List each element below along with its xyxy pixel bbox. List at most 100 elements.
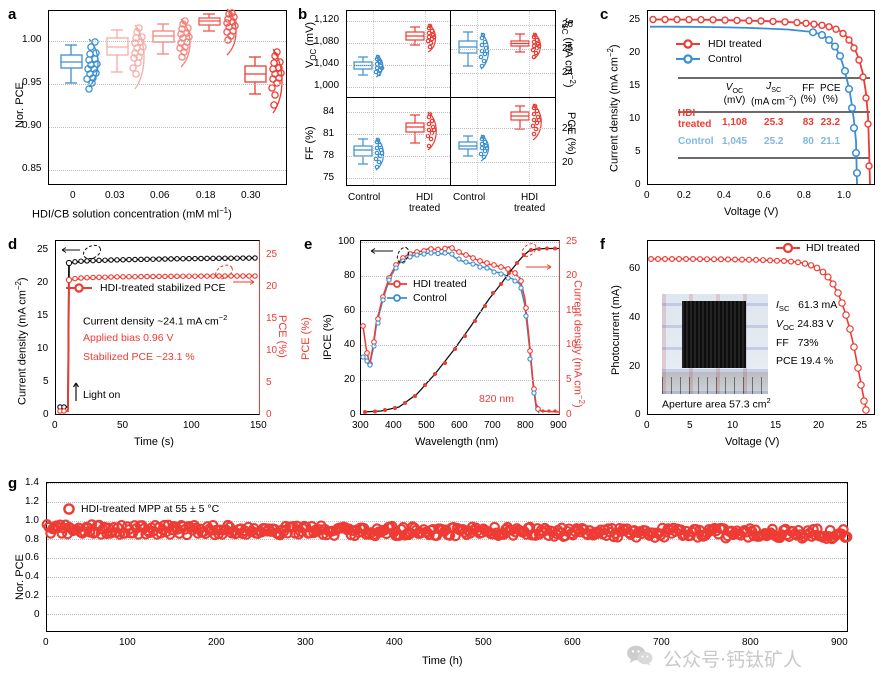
panel-e-label: e [304, 236, 313, 253]
panel-g-xtick-400: 400 [386, 637, 403, 648]
panel-d-ytick-right-25: 25 [266, 249, 278, 260]
right-arrow-icon [526, 264, 552, 270]
module-photo-inset [662, 294, 768, 394]
panel-g-xtick-300: 300 [297, 637, 314, 648]
panel-e-ytick-right-5: 5 [566, 374, 572, 385]
panel-e-annotation-820nm: 820 nm [479, 393, 515, 405]
panel-f-ytick-20: 20 [629, 361, 641, 372]
panel-g: g Nor. PCE HDI-treated MPP at 55 ± 5 °C … [0, 460, 886, 691]
panel-c-legend-hdi: HDI treated [708, 38, 762, 50]
panel-a: a Nor. PCE [0, 0, 296, 230]
panel-b-label: b [298, 6, 308, 23]
panel-d-plot-frame: HDI-treated stabilized PCE Current densi… [55, 240, 260, 415]
panel-b-ff-tick-78: 78 [323, 150, 335, 161]
panel-a-ytick-0.95: 0.95 [22, 77, 42, 88]
panel-f-xtick-15: 15 [770, 420, 782, 431]
panel-g-ytick-02: 0.2 [25, 590, 39, 601]
panel-a-xtick-006: 0.06 [150, 190, 170, 201]
panel-b-ff-tick-81: 81 [323, 128, 335, 139]
panel-c-xtick-10: 1.0 [837, 190, 851, 201]
panel-c-xtick-0: 0 [644, 190, 650, 201]
panel-c-xtick-08: 0.8 [797, 190, 811, 201]
panel-b-pce-tick-22: 22 [562, 123, 574, 134]
panel-d-xtick-100: 100 [183, 420, 200, 431]
panel-f-ytick-60: 60 [629, 263, 641, 274]
panel-b-pce-data [458, 103, 542, 162]
panel-d-xtick-150: 150 [250, 420, 267, 431]
panel-f-xtick-10: 10 [727, 420, 739, 431]
panel-d-light-on-label: Light on [83, 389, 121, 401]
panel-a-xtick-030: 0.30 [241, 190, 261, 201]
panel-g-xtick-600: 600 [564, 637, 581, 648]
panel-d-ytick-right-15: 15 [266, 313, 278, 324]
panel-f-data [647, 242, 870, 414]
panel-b-voc-data [353, 23, 437, 78]
panel-g-ytick-10: 1.0 [25, 515, 39, 526]
panel-e-legend-hdi: HDI treated [413, 278, 467, 290]
panel-b-jsc-tick-24: 24 [562, 67, 574, 78]
panel-f: f Photocurrent (mA) [592, 230, 886, 460]
panel-d-ytick-left-25: 25 [37, 244, 49, 255]
panel-d-ytick-right-20: 20 [266, 281, 278, 292]
panel-b-xtick-hdi-2: HDI treated [514, 192, 546, 214]
table-header-row: VOC (mV) JSC (mA cm−2) FF (%) PCE (%) [723, 81, 841, 108]
panel-b-voc-tick-1040: 1,040 [314, 58, 340, 69]
table-row: HDI treated 1,108 25.3 83 23.2 [676, 108, 843, 130]
panel-e-ytick-right-0: 0 [566, 409, 572, 420]
panel-b-subplot-ff [346, 98, 451, 186]
panel-g-xtick-800: 800 [742, 637, 759, 648]
panel-d-ytick-right-10: 10 [266, 345, 278, 356]
panel-e-xlabel: Wavelength (nm) [415, 436, 499, 448]
panel-e-ytick-left-60: 60 [344, 305, 356, 316]
panel-d-data [57, 244, 258, 414]
panel-b-ff-data [353, 111, 437, 171]
panel-e-ylabel-far-left: PCE (%) [300, 317, 312, 360]
panel-b-voc-tick-1080: 1,080 [314, 36, 340, 47]
panel-f-inset-stat-isc: ISC 61.3 mA [776, 299, 838, 314]
panel-f-xtick-5: 5 [687, 420, 693, 431]
panel-c-ytick-25: 25 [629, 14, 641, 25]
panel-c-xtick-04: 0.4 [717, 190, 731, 201]
panel-c-ylabel: Current density (mA cm−2) [606, 44, 621, 172]
cell-jsc: 25.3 [764, 116, 784, 128]
panel-c-xtick-02: 0.2 [677, 190, 691, 201]
panel-f-plot-frame: HDI treated ISC 61.3 mA VOC 24.83 V FF 7… [647, 240, 875, 415]
panel-e-ytick-right-25: 25 [566, 236, 578, 247]
panel-g-ytick-08: 0.8 [25, 534, 39, 545]
panel-b-ff-ylabel: FF (%) [304, 126, 316, 160]
panel-c-label: c [600, 6, 609, 23]
panel-c-legend-control: Control [708, 53, 742, 65]
table-row: Control 1,045 25.2 80 21.1 [676, 130, 843, 147]
panel-d-annotation-current: Current density ~24.1 mA cm−2 [83, 313, 228, 328]
panel-b-xtick-control-1: Control [348, 192, 381, 203]
wechat-icon [627, 645, 653, 666]
panel-d-xtick-50: 50 [117, 420, 129, 431]
watermark-text: 公众号·钙钛矿人 [663, 649, 803, 671]
panel-b-xtick-hdi-1: HDI treated [409, 192, 441, 214]
panel-e-ytick-left-20: 20 [344, 374, 356, 385]
panel-b-pce-tick-20: 20 [562, 157, 574, 168]
panel-a-label: a [8, 6, 17, 23]
panel-f-legend-label: HDI treated [806, 242, 860, 254]
panel-f-ytick-40: 40 [629, 312, 641, 323]
panel-e-xtick-900: 900 [550, 420, 567, 431]
panel-d-ytick-right-0: 0 [266, 409, 272, 420]
panel-c: c Current density (mA cm−2) [592, 0, 886, 230]
panel-e: e PCE (%) IPCE (%) Current density (mA c… [296, 230, 592, 460]
cell-ff: 83 [802, 116, 814, 128]
panel-b-ff-tick-75: 75 [323, 172, 335, 183]
panel-d-legend-label: HDI-treated stabilized PCE [100, 282, 226, 294]
panel-e-xtick-500: 500 [418, 420, 435, 431]
panel-b-subplot-jsc [451, 10, 556, 98]
panel-e-ytick-left-100: 100 [338, 236, 355, 247]
panel-d-label: d [8, 236, 18, 253]
panel-d-annotation-pce: Stabilized PCE ~23.1 % [83, 351, 195, 363]
panel-a-xtick-018: 0.18 [196, 190, 216, 201]
panel-e-ylabel-left: IPCE (%) [322, 314, 334, 360]
panel-c-xlabel: Voltage (V) [724, 206, 779, 218]
panel-f-xlabel: Voltage (V) [725, 436, 780, 448]
panel-d-ytick-left-5: 5 [43, 376, 49, 387]
module-cell [682, 301, 746, 368]
panel-g-xtick-200: 200 [208, 637, 225, 648]
panel-g-xtick-100: 100 [119, 637, 136, 648]
